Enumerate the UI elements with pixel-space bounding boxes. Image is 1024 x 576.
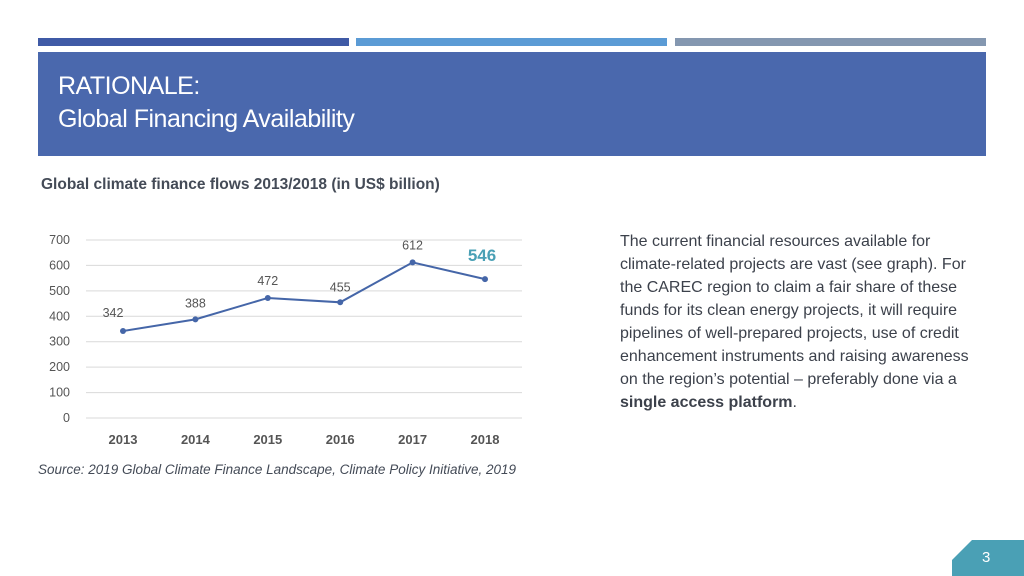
y-tick-label: 0 [63,411,70,425]
y-tick-label: 100 [49,386,70,400]
x-tick-label: 2013 [109,432,138,447]
chart-title: Global climate finance flows 2013/2018 (… [41,176,440,193]
data-label: 342 [103,306,124,320]
data-label: 546 [468,246,496,265]
page-number: 3 [982,549,991,566]
data-point [409,259,416,266]
body-text: The current financial resources availabl… [620,233,969,388]
y-tick-label: 300 [49,335,70,349]
body-emphasis: single access platform [620,394,793,411]
x-tick-label: 2014 [181,432,211,447]
data-point [192,316,199,323]
y-tick-label: 500 [49,284,70,298]
x-tick-label: 2017 [398,432,427,447]
data-point [120,328,126,335]
data-label: 388 [185,296,206,310]
top-accent-bar-1 [38,38,349,46]
line-chart: 0 100 200 300 400 500 600 700 2013 2014 2015 2016 20… [49,233,522,447]
y-tick-label: 200 [49,360,70,374]
x-tick-label: 2016 [326,432,355,447]
body-end: . [792,394,797,411]
y-tick-label: 600 [49,258,70,272]
slide-title-line1: RATIONALE: [58,72,200,100]
body-paragraph: The current financial resources availabl… [620,230,982,414]
y-tick-label: 700 [49,233,70,247]
data-label: 472 [257,274,278,288]
slide-title-line2: Global Financing Availability [58,105,355,133]
data-point [337,299,344,306]
page-badge-shape [952,540,1024,576]
top-accent-bar-2 [356,38,667,46]
data-point [482,276,488,283]
source-note: Source: 2019 Global Climate Finance Land… [38,462,517,477]
page-number-badge [952,540,1024,576]
x-tick-label: 2015 [253,432,282,447]
slide-header: RATIONALE: Global Financing Availability [38,52,986,156]
x-tick-label: 2018 [471,432,500,447]
data-label: 612 [402,238,423,252]
data-label: 455 [330,280,351,294]
data-point [264,294,271,301]
y-tick-label: 400 [49,309,70,323]
slide-title: RATIONALE: Global Financing Availability [58,70,355,136]
top-accent-bar-3 [675,38,986,46]
series-line [122,261,486,333]
